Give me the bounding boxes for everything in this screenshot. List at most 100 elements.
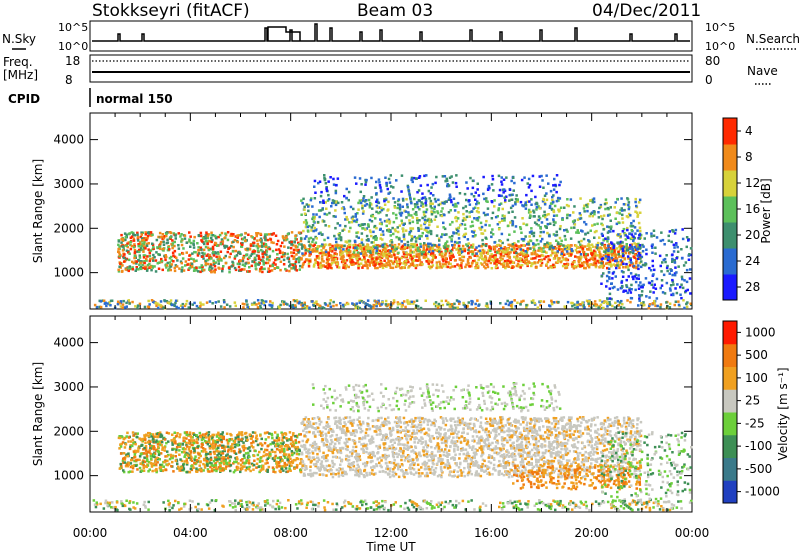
power-cell <box>416 221 419 225</box>
power-cell <box>334 189 338 193</box>
power-cell <box>370 259 374 263</box>
power-cell <box>606 301 609 305</box>
power-cell <box>502 261 506 265</box>
power-cell <box>459 258 463 262</box>
power-cell <box>449 266 452 269</box>
velocity-cell <box>210 445 213 449</box>
power-cell <box>303 246 307 249</box>
power-cell <box>132 231 135 235</box>
power-cell <box>404 253 407 256</box>
power-cell <box>607 244 610 248</box>
power-cell <box>447 262 451 266</box>
velocity-cell <box>165 441 168 445</box>
power-cell <box>239 259 242 262</box>
velocity-cell <box>281 466 284 469</box>
power-cell <box>466 187 469 190</box>
power-cell <box>450 256 453 260</box>
velocity-cell <box>205 458 209 462</box>
nsky-trace <box>92 23 690 42</box>
power-cell <box>431 182 435 186</box>
power-cell <box>479 228 483 231</box>
power-cell <box>543 257 546 261</box>
power-cell <box>272 241 275 245</box>
power-cell <box>419 224 423 227</box>
power-cell <box>273 267 276 270</box>
power-cell <box>358 306 362 310</box>
power-cell <box>512 265 515 269</box>
velocity-cell <box>244 452 248 455</box>
power-cell <box>445 200 448 203</box>
power-cell <box>383 264 387 267</box>
power-cell <box>488 224 491 227</box>
power-cell <box>197 234 201 237</box>
velocity-cell <box>120 442 123 446</box>
power-cell <box>463 249 467 253</box>
power-cell <box>621 303 624 306</box>
power-cell <box>537 246 541 250</box>
power-cell <box>411 227 415 230</box>
power-cell <box>637 245 640 249</box>
power-cell <box>599 252 602 256</box>
power-cell <box>174 301 177 305</box>
power-cell <box>626 226 629 230</box>
power-cell <box>235 234 239 238</box>
power-cell <box>363 245 367 249</box>
power-cell <box>128 265 132 268</box>
power-cell <box>551 265 555 269</box>
power-cell <box>599 203 603 207</box>
power-cell <box>410 257 414 261</box>
power-cell <box>354 304 358 308</box>
power-cell <box>401 244 405 248</box>
power-cell <box>482 211 486 215</box>
power-cell <box>333 256 336 260</box>
freq-top-label: 18 <box>65 54 80 68</box>
power-cell <box>671 260 674 263</box>
velocity-cell <box>211 469 214 473</box>
power-cell <box>365 245 368 249</box>
power-cell <box>566 213 569 217</box>
power-cell <box>200 264 203 267</box>
power-cell <box>460 250 464 253</box>
power-cell <box>237 251 240 254</box>
power-cell <box>405 259 408 262</box>
power-cell <box>485 219 488 223</box>
power-cell <box>414 245 417 248</box>
power-cell <box>607 267 611 270</box>
power-cell <box>234 235 237 238</box>
power-cell <box>159 247 162 251</box>
power-cell <box>589 229 592 232</box>
power-cell <box>515 251 518 255</box>
power-cell <box>147 232 151 235</box>
velocity-cell <box>253 431 257 434</box>
power-cell <box>325 213 329 216</box>
power-cell <box>404 261 407 264</box>
power-cell <box>546 231 549 235</box>
power-cell <box>223 256 226 260</box>
power-cell <box>652 273 655 276</box>
power-cell <box>579 243 582 246</box>
power-cell <box>537 242 540 246</box>
power-cell <box>385 182 388 185</box>
power-cell <box>239 268 242 272</box>
power-cell <box>508 233 511 236</box>
power-cell <box>450 175 453 178</box>
power-cell <box>279 244 283 248</box>
power-cell <box>441 252 444 255</box>
power-cell <box>423 215 427 218</box>
power-cell <box>132 239 136 242</box>
power-cell <box>611 272 615 275</box>
power-cell <box>209 265 212 268</box>
power-cell <box>139 265 143 269</box>
power-cell <box>470 303 473 306</box>
power-cell <box>297 302 301 305</box>
power-cell <box>269 238 273 241</box>
power-cell <box>506 238 510 242</box>
power-cell <box>653 302 656 305</box>
power-cell <box>292 248 296 252</box>
power-cell <box>467 242 471 245</box>
power-cell <box>606 206 610 210</box>
power-cell <box>308 306 311 309</box>
power-cell <box>413 243 417 246</box>
power-cell <box>474 306 478 310</box>
power-cell <box>586 209 589 213</box>
